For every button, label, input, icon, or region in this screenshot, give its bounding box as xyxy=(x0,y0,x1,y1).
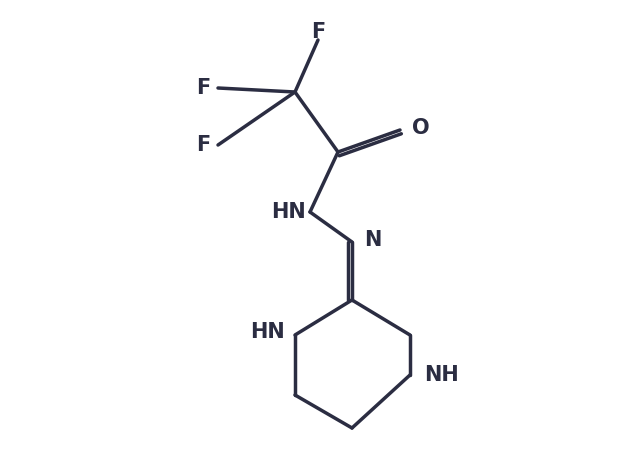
Text: O: O xyxy=(412,118,429,138)
Text: HN: HN xyxy=(271,202,306,222)
Text: NH: NH xyxy=(424,365,459,385)
Text: N: N xyxy=(364,230,381,250)
Text: F: F xyxy=(311,22,325,42)
Text: HN: HN xyxy=(250,322,285,342)
Text: F: F xyxy=(196,78,210,98)
Text: F: F xyxy=(196,135,210,155)
